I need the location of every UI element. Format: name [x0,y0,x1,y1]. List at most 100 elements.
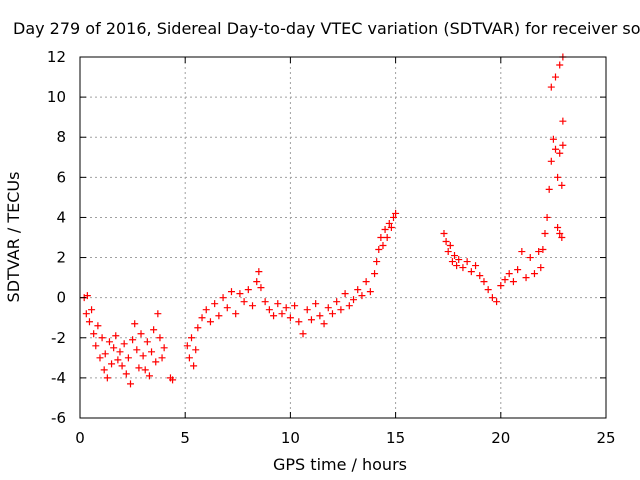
data-point [497,282,505,290]
data-point [192,346,200,354]
data-point [379,242,387,250]
data-point [549,135,557,143]
data-point [154,310,162,318]
data-point [145,372,153,380]
data-point [463,258,471,266]
data-point [236,290,244,298]
data-point [299,330,307,338]
data-point [150,326,158,334]
data-point [105,338,113,346]
data-point [185,354,193,362]
data-point [383,234,391,241]
data-point [114,356,122,364]
data-point [522,274,530,282]
y-tick-label: 6 [56,168,66,186]
data-point [467,268,475,276]
data-point [358,292,366,300]
data-point [83,292,91,300]
data-point [98,334,106,342]
data-point [232,310,240,318]
data-point [381,225,389,233]
data-point [320,320,328,328]
data-point [206,318,214,326]
data-point [389,213,397,221]
data-point [448,258,456,266]
data-point [124,354,132,362]
data-point [312,300,320,308]
data-point [223,304,231,312]
data-point [122,370,130,378]
data-point [141,366,149,374]
x-tick-label: 10 [281,429,300,447]
y-tick-label: 0 [56,289,66,307]
data-point [537,264,545,272]
data-point [392,209,400,217]
data-point [169,376,177,384]
data-point [120,340,128,348]
data-point [539,246,547,254]
data-point [556,229,564,237]
data-point [278,310,286,318]
data-point [459,264,467,272]
data-point [501,276,509,284]
data-points [80,53,567,388]
data-point [341,290,349,298]
data-point [133,346,141,354]
x-tick-label: 25 [596,429,615,447]
data-point [354,286,362,294]
data-point [558,181,566,189]
data-point [505,270,513,278]
data-point [333,298,341,306]
y-axis-label: SDTVAR / TECUs [4,172,23,303]
data-point [261,298,269,306]
data-point [535,248,543,256]
data-point [440,229,448,237]
data-point [286,314,294,322]
data-point [274,300,282,308]
data-point [129,336,137,344]
data-point [556,61,564,69]
data-point [476,272,484,280]
data-point [455,256,463,264]
data-point [110,344,118,352]
data-point [92,342,100,350]
data-point [552,73,560,81]
data-point [559,141,567,149]
data-point [190,362,198,370]
y-tick-label: 8 [56,128,66,146]
data-point [328,310,336,318]
data-point [257,284,265,292]
data-point [249,302,257,310]
data-point [82,310,90,318]
data-point [96,354,104,362]
data-point [131,320,139,328]
data-point [183,342,191,350]
data-point [373,258,381,266]
data-point [188,334,196,342]
data-point [362,278,370,286]
data-point [514,266,522,274]
x-tick-label: 5 [180,429,190,447]
data-point [480,278,488,286]
x-tick-label: 0 [75,429,85,447]
data-point [484,286,492,294]
axis-ticks [79,56,607,419]
tick-labels: 0 5 10 15 20 25 -6 -4 -2 0 2 4 6 8 10 12 [47,48,616,447]
x-tick-label: 20 [491,429,510,447]
data-point [194,324,202,332]
data-point [385,219,393,227]
chart-title: Day 279 of 2016, Sidereal Day-to-day VTE… [13,19,640,38]
data-point [337,306,345,314]
data-point [148,348,156,356]
y-tick-label: 12 [47,48,66,66]
data-point [158,354,166,362]
data-point [90,330,98,338]
x-tick-label: 15 [386,429,405,447]
data-point [545,185,553,193]
data-point [442,238,450,246]
data-point [265,306,273,314]
grid-lines [80,57,606,418]
data-point [552,145,560,153]
y-tick-label: 2 [56,249,66,267]
